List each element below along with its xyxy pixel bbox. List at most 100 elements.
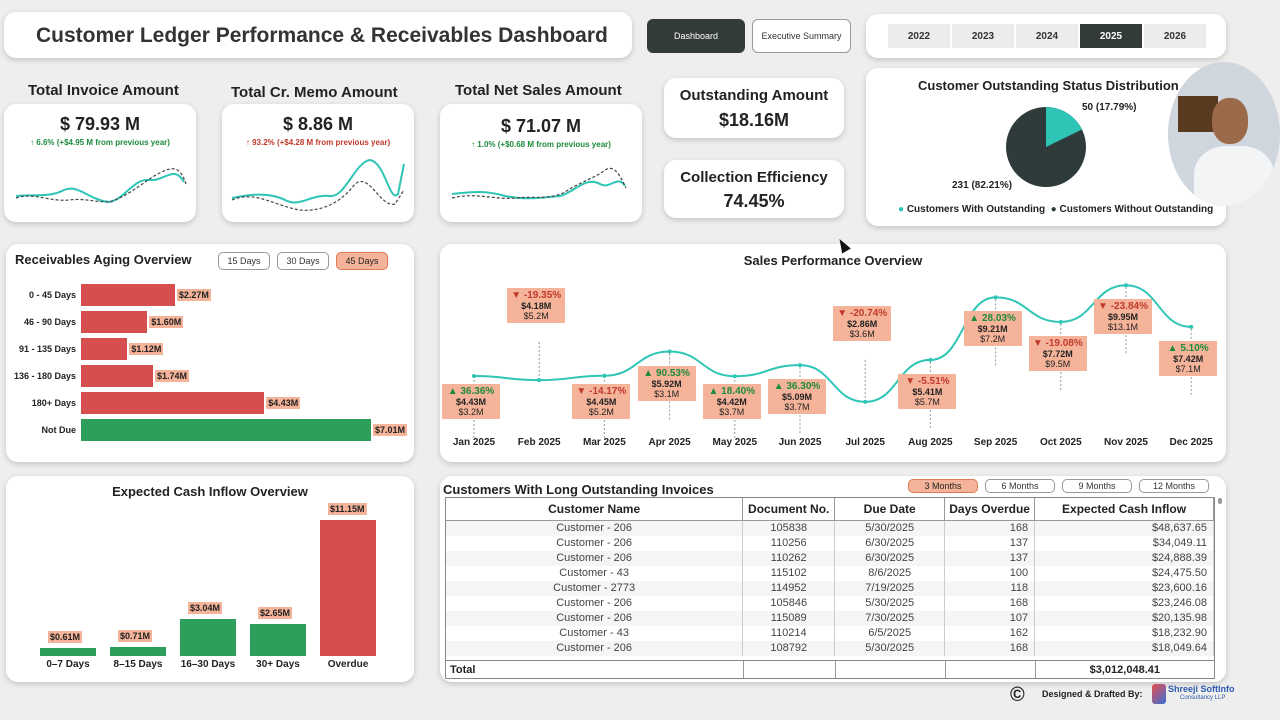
- legend-with-dot: ●: [898, 204, 905, 215]
- copyright-icon: ©: [1010, 684, 1025, 706]
- sales-month-label: ▲ 18.40% $4.42M $3.7M: [702, 384, 761, 419]
- net-kpi-card: $ 71.07 M ↑ 1.0% (+$0.68 M from previous…: [440, 104, 642, 222]
- table-row[interactable]: Customer - 206 105838 5/30/2025 168 $48,637.…: [446, 520, 1214, 536]
- sales-point: [798, 363, 802, 368]
- sales-month-tick: Apr 2025: [648, 437, 691, 448]
- status-distribution-card: Customer Outstanding Status Distribution…: [866, 68, 1226, 226]
- table-row[interactable]: Customer - 43 115102 8/6/2025 100 $24,475.50: [446, 565, 1214, 581]
- table-row[interactable]: Customer - 206 105846 5/30/2025 168 $23,246.…: [446, 595, 1214, 611]
- aging-filter-button[interactable]: 45 Days: [336, 252, 388, 270]
- months-filter-button[interactable]: 9 Months: [1062, 479, 1132, 493]
- year-button-2025[interactable]: 2025: [1080, 24, 1142, 48]
- sales-month-tick: Dec 2025: [1169, 437, 1213, 448]
- table-cell: Customer - 43: [446, 625, 744, 641]
- year-button-2022[interactable]: 2022: [888, 24, 950, 48]
- table-cell: 5/30/2025: [834, 640, 946, 656]
- sales-line-chart: [472, 283, 1194, 438]
- triangle-up-icon: ▲: [1167, 342, 1181, 354]
- sales-point: [472, 374, 476, 379]
- table-cell: Customer - 206: [446, 610, 744, 626]
- year-button-2024[interactable]: 2024: [1016, 24, 1078, 48]
- table-row[interactable]: Customer - 206 110262 6/30/2025 137 $24,888.…: [446, 550, 1214, 566]
- table-header-cell[interactable]: Customer Name: [446, 498, 744, 521]
- months-filter-button[interactable]: 3 Months: [908, 479, 978, 493]
- sales-month-tick: Oct 2025: [1039, 437, 1082, 448]
- sales-change-pct: 18.40%: [721, 386, 756, 397]
- table-cell: $34,049.11: [1034, 535, 1214, 551]
- table-cell: 7/19/2025: [834, 580, 946, 596]
- months-filter-button[interactable]: 6 Months: [985, 479, 1055, 493]
- cash-bar: [40, 648, 96, 656]
- table-row[interactable]: Customer - 206 108792 5/30/2025 168 $18,049.…: [446, 640, 1214, 656]
- sales-month-label: ▲ 36.30% $5.09M $3.7M: [768, 379, 826, 415]
- net-sparkline: [451, 167, 627, 200]
- table-row[interactable]: Customer - 206 110256 6/30/2025 137 $34,049.…: [446, 535, 1214, 551]
- aging-row-label: 136 - 180 Days: [13, 371, 76, 381]
- brand-name: Shreeji SoftInfo: [1168, 684, 1235, 694]
- sales-previous: $3.2M: [458, 407, 484, 417]
- table-cell: 110256: [742, 535, 836, 551]
- status-without-label: 231 (82.21%): [952, 180, 1013, 191]
- aging-bar-value: $2.27M: [176, 289, 211, 301]
- net-kpi-value: $ 71.07 M: [500, 116, 582, 136]
- year-button-2026[interactable]: 2026: [1144, 24, 1206, 48]
- cash-bar: [180, 618, 236, 656]
- designed-by-label: Designed & Drafted By:: [1042, 689, 1143, 699]
- table-row[interactable]: Customer - 43 110214 6/5/2025 162 $18,232.90: [446, 625, 1214, 641]
- sales-change: ▲ 36.30%: [768, 381, 826, 392]
- table-cell: $18,232.90: [1034, 625, 1214, 641]
- sales-current: $2.86M: [847, 318, 878, 329]
- sales-current: $4.45M: [586, 397, 617, 407]
- table-cell: $20,135.98: [1034, 610, 1214, 626]
- aging-filter-button[interactable]: 15 Days: [218, 252, 270, 270]
- cash-bar: [110, 647, 166, 656]
- sales-previous: $7.2M: [980, 334, 1006, 345]
- total-divider-4: [1035, 661, 1036, 678]
- sales-previous: $3.6M: [849, 328, 875, 339]
- sales-change-pct: -20.74%: [849, 307, 888, 319]
- year-button-2023[interactable]: 2023: [952, 24, 1014, 48]
- efficiency-kpi-value: 74.45%: [723, 191, 785, 211]
- table-scrollbar[interactable]: [1218, 498, 1222, 504]
- table-header-cell[interactable]: Due Date: [834, 498, 946, 521]
- executive-summary-tab-button[interactable]: Executive Summary: [752, 19, 851, 53]
- table-header-cell[interactable]: Expected Cash Inflow: [1034, 498, 1214, 521]
- sales-change: ▼ -19.08%: [1029, 338, 1087, 349]
- sales-current: $4.43M: [455, 397, 487, 407]
- table-row[interactable]: Customer - 2773 114952 7/19/2025 118 $23,600…: [446, 580, 1214, 596]
- memo-kpi-value: $ 8.86 M: [282, 114, 354, 134]
- aging-bar: [81, 311, 148, 333]
- cash-bar-label: Overdue: [327, 659, 369, 670]
- table-header-cell[interactable]: Days Overdue: [944, 498, 1036, 521]
- sales-current: $9.21M: [977, 324, 1008, 335]
- aging-bar: [81, 365, 153, 387]
- table-cell: 137: [944, 535, 1036, 551]
- triangle-up-icon: ▲: [773, 381, 787, 393]
- table-cell: Customer - 206: [446, 520, 744, 536]
- sales-previous: $5.2M: [523, 311, 549, 321]
- invoice-kpi-title: Total Invoice Amount: [28, 82, 179, 99]
- dashboard-tab-button[interactable]: Dashboard: [647, 19, 745, 53]
- triangle-up-icon: ▲: [447, 386, 461, 397]
- table-header-cell[interactable]: Document No.: [742, 498, 836, 521]
- aging-bar-value: $4.43M: [266, 397, 301, 409]
- aging-bar-value: $1.60M: [149, 316, 184, 328]
- sales-current: $5.92M: [651, 378, 682, 389]
- sales-point: [1124, 283, 1128, 288]
- status-with-label: 50 (17.79%): [1082, 102, 1137, 113]
- cash-bar-label: 0–7 Days: [46, 659, 90, 670]
- aging-filter-button[interactable]: 30 Days: [277, 252, 329, 270]
- cash-bar-value: $0.61M: [48, 631, 83, 643]
- triangle-down-icon: ▼: [837, 307, 850, 319]
- sales-previous: $5.7M: [914, 396, 940, 407]
- table-cell: 168: [944, 640, 1036, 656]
- memo-kpi-change: ↑ 93.2% (+$4.28 M from previous year): [245, 138, 391, 147]
- presenter-shirt: [1194, 146, 1274, 206]
- total-label: Total: [450, 664, 476, 676]
- sales-change-pct: -19.08%: [1045, 337, 1083, 349]
- triangle-down-icon: ▼: [1098, 301, 1111, 313]
- sales-change: ▲ 28.03%: [964, 313, 1022, 324]
- header-card: Customer Ledger Performance & Receivable…: [4, 12, 632, 58]
- months-filter-button[interactable]: 12 Months: [1139, 479, 1209, 493]
- table-row[interactable]: Customer - 206 115089 7/30/2025 107 $20,135.…: [446, 610, 1214, 626]
